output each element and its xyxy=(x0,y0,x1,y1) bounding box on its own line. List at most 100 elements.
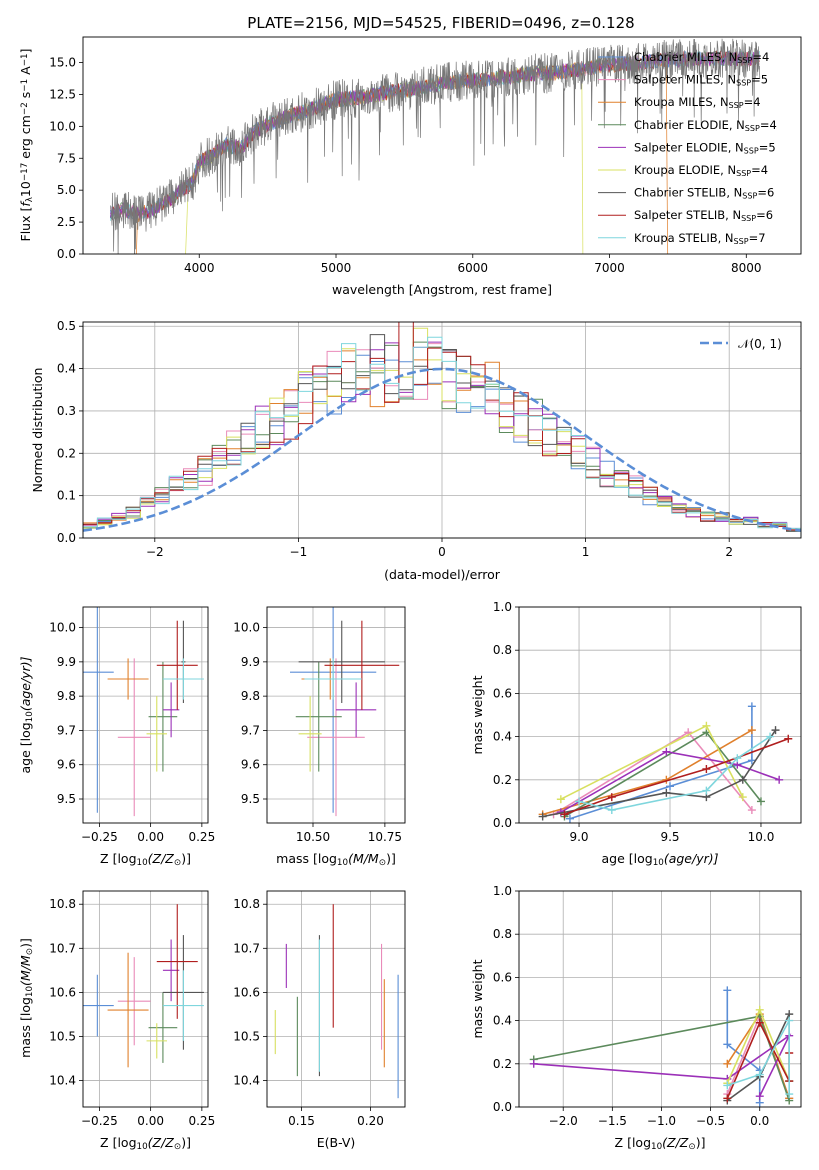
y-axis-label: mass [log10(M/M⊙)] xyxy=(18,938,35,1058)
weight-marker-kroupa_stelib xyxy=(607,806,616,815)
y-tick-label: 10.5 xyxy=(233,1029,260,1043)
y-tick-label: 1.0 xyxy=(493,884,512,898)
plot-area xyxy=(538,702,793,823)
label-part: A xyxy=(18,66,33,79)
weight-marker-chabrier_miles xyxy=(666,782,675,791)
y-tick-label: 0.4 xyxy=(493,730,512,744)
y-tick-label: 0.0 xyxy=(57,247,76,261)
label-part: 10 xyxy=(137,1142,148,1152)
label-part: SSP xyxy=(744,146,759,155)
label-part: Salpeter ELODIE, N xyxy=(634,140,744,154)
label-part: Z [log xyxy=(100,1135,136,1150)
y-tick-label: 12.5 xyxy=(49,87,76,101)
x-tick-label: −0.25 xyxy=(81,1114,118,1128)
axes-frame xyxy=(518,890,802,1108)
y-tick-label: 0.2 xyxy=(493,773,512,787)
y-tick-label: 0.0 xyxy=(493,1100,512,1114)
label-part: SSP xyxy=(736,79,751,88)
label-part: )] xyxy=(181,1135,191,1150)
legend-entry: Salpeter MILES, NSSP=5 xyxy=(634,73,768,88)
label-part: Z [log xyxy=(100,851,136,866)
x-tick-label: 0.0 xyxy=(750,1114,769,1128)
axes-frame xyxy=(266,890,406,1108)
weight-marker-salpeter_stelib xyxy=(784,734,793,743)
weight-marker-salpeter_stelib xyxy=(723,1094,732,1103)
x-tick-label: 0.00 xyxy=(137,830,164,844)
legend-entry: Chabrier STELIB, NSSP=6 xyxy=(634,186,774,201)
y-tick-label: 9.9 xyxy=(241,655,260,669)
x-tick-label: 8000 xyxy=(731,261,762,275)
x-tick-label: 9.5 xyxy=(660,830,679,844)
panel-residuals: −2 −1 0 1 2 0.0 0.1 0.2 0.3 0.4 0.5 (data-model)/er… xyxy=(30,319,802,582)
weight-marker-kroupa_stelib xyxy=(702,786,711,795)
x-tick-label: 5000 xyxy=(321,261,352,275)
x-axis-label: (data-model)/error xyxy=(384,567,501,582)
weight-marker-salpeter_elodie xyxy=(662,747,671,756)
legend-entry: Kroupa MILES, NSSP=4 xyxy=(634,95,761,110)
y-tick-label: 9.6 xyxy=(57,758,76,772)
panel-age-vs-mass: 10.50 10.75 9.5 9.6 9.7 9.8 9.9 10.0 mass [log10… xyxy=(233,606,406,868)
plot-area xyxy=(529,986,794,1107)
y-tick-label: 0.6 xyxy=(493,970,512,984)
label-part: SSP xyxy=(741,214,756,223)
y-axis-label: mass weight xyxy=(470,675,485,754)
panel-age-vs-Z: −0.25 0.00 0.259.59.69.79.89.910.0Z [log10… xyxy=(18,606,215,868)
x-tick-label: −0.5 xyxy=(696,1114,725,1128)
y-tick-label: 9.5 xyxy=(241,792,260,806)
legend-entry: Kroupa STELIB, NSSP=7 xyxy=(634,231,766,246)
x-axis-label: Z [log10(Z/Z⊙)] xyxy=(100,1135,191,1152)
weight-line-chabrier_miles xyxy=(726,990,761,1103)
label-part: =7 xyxy=(749,231,766,245)
weight-marker-chabrier_stelib xyxy=(738,775,747,784)
weight-marker-kroupa_stelib xyxy=(785,1016,794,1025)
x-tick-label: −1.5 xyxy=(598,1114,627,1128)
x-tick-label: 9.0 xyxy=(569,830,588,844)
label-part: )] xyxy=(386,851,396,866)
label-part: )] xyxy=(696,1135,706,1150)
y-tick-label: 0.8 xyxy=(493,927,512,941)
x-tick-label: −2.0 xyxy=(549,1114,578,1128)
axes-frame xyxy=(518,606,802,824)
weight-marker-salpeter_stelib xyxy=(607,793,616,802)
x-tick-label: 10.0 xyxy=(748,830,775,844)
label-part: (Z/Z xyxy=(148,1135,175,1150)
label-part: 10 xyxy=(137,858,148,868)
label-part: −1 xyxy=(20,53,30,66)
label-part: (age/yr)] xyxy=(18,656,33,711)
label-part: Salpeter STELIB, N xyxy=(634,208,741,222)
label-part: Salpeter MILES, N xyxy=(634,73,736,87)
label-part: 10 xyxy=(25,986,35,997)
label-part: Chabrier STELIB, N xyxy=(634,186,742,200)
label-part: (M/M xyxy=(348,851,379,866)
y-tick-label: 10.4 xyxy=(49,1074,76,1088)
y-tick-label: 9.8 xyxy=(57,689,76,703)
label-part: 10 xyxy=(651,1142,662,1152)
histogram-kroupa_stelib xyxy=(83,336,801,538)
y-tick-label: 0.6 xyxy=(493,686,512,700)
label-part: SSP xyxy=(742,192,757,201)
x-axis-label: Z [log10(Z/Z⊙)] xyxy=(100,851,191,868)
weight-marker-chabrier_stelib xyxy=(771,726,780,735)
y-tick-label: 9.5 xyxy=(57,792,76,806)
normal-curve xyxy=(83,367,801,532)
label-part: ⊙ xyxy=(688,1142,695,1152)
label-part: SSP xyxy=(736,169,751,178)
y-tick-label: 0.1 xyxy=(57,489,76,503)
x-tick-label: 1 xyxy=(582,545,590,559)
panel-weight-vs-age: 9.0 9.5 10.0 0.0 0.2 0.4 0.6 0.8 1.0 age [log10(a… xyxy=(470,600,802,868)
x-tick-label: 0.25 xyxy=(188,830,215,844)
y-tick-label: 2.5 xyxy=(57,215,76,229)
axes-frame xyxy=(82,890,209,1108)
label-part: s xyxy=(18,92,33,103)
figure-title: PLATE=2156, MJD=54525, FIBERID=0496, z=0… xyxy=(247,14,634,32)
label-part: (Z/Z xyxy=(662,1135,689,1150)
label-part: (age/yr)] xyxy=(664,851,719,866)
legend-entry: Chabrier ELODIE, NSSP=4 xyxy=(634,118,777,133)
label-part: =5 xyxy=(759,140,776,154)
legend-entry: Kroupa ELODIE, NSSP=4 xyxy=(634,163,768,178)
label-part: −2 xyxy=(20,102,30,115)
y-tick-label: 9.6 xyxy=(241,758,260,772)
label-part: )] xyxy=(181,851,191,866)
label-part: SSP xyxy=(745,124,760,133)
